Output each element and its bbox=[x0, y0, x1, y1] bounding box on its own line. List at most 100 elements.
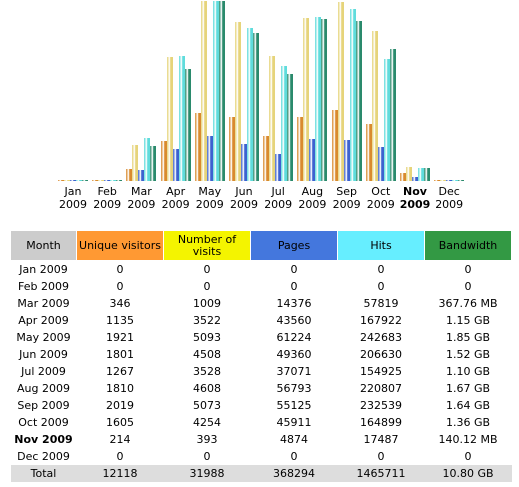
value-cell: 1.64 GB bbox=[445, 399, 491, 412]
value-cell: 242683 bbox=[360, 331, 402, 344]
bar bbox=[160, 140, 167, 181]
table-row: Oct 2009 1605 4254 45911 164899 1.36 GB bbox=[11, 414, 512, 431]
value-cell: 2019 bbox=[106, 399, 134, 412]
bar bbox=[275, 153, 282, 181]
bar bbox=[218, 1, 225, 181]
value-cell: 1801 bbox=[106, 348, 134, 361]
table-row: Jan 2009 0 0 0 0 0 bbox=[11, 261, 512, 279]
x-tick-label: Jan 2009 bbox=[59, 185, 87, 211]
bar bbox=[116, 180, 123, 181]
bar bbox=[178, 56, 185, 181]
bar bbox=[92, 180, 99, 181]
value-cell: 1.36 GB bbox=[445, 416, 491, 429]
total-cell: 368294 bbox=[250, 465, 338, 482]
value-cell: 1009 bbox=[193, 297, 221, 310]
month-cell: Apr 2009 bbox=[18, 314, 69, 327]
value-cell: 45911 bbox=[276, 416, 312, 429]
value-cell: 1.67 GB bbox=[445, 382, 491, 395]
bar bbox=[247, 27, 253, 181]
value-cell: 14376 bbox=[276, 297, 312, 310]
value-cell: 0 bbox=[116, 280, 124, 293]
value-cell: 1.10 GB bbox=[445, 365, 491, 378]
x-tick-label: Sep 2009 bbox=[332, 185, 361, 211]
value-cell: 17487 bbox=[363, 433, 399, 446]
table-row: Jul 2009 1267 3528 37071 154925 1.10 GB bbox=[11, 363, 512, 380]
bar bbox=[206, 135, 213, 181]
bar bbox=[412, 177, 418, 181]
value-cell: 232539 bbox=[360, 399, 402, 412]
chart: Jan 2009 Feb 2009 Mar 2009 Apr 2009 May 2009… bbox=[0, 0, 519, 220]
x-tick-label: Jun 2009 bbox=[230, 185, 258, 211]
value-cell: 1.15 GB bbox=[445, 314, 491, 327]
column-header: Unique visitors bbox=[76, 230, 164, 261]
value-cell: 0 bbox=[116, 450, 124, 463]
value-cell: 346 bbox=[109, 297, 131, 310]
value-cell: 0 bbox=[464, 280, 472, 293]
value-cell: 1921 bbox=[106, 331, 134, 344]
bar bbox=[138, 170, 145, 181]
x-tick-label: Dec 2009 bbox=[435, 185, 464, 211]
value-cell: 0 bbox=[377, 450, 385, 463]
table-row: Mar 2009 346 1009 14376 57819 367.76 MB bbox=[11, 295, 512, 312]
bar bbox=[82, 180, 88, 181]
bar bbox=[126, 168, 133, 181]
bar bbox=[355, 21, 362, 181]
month-header: Month bbox=[10, 230, 77, 261]
value-cell: 220807 bbox=[360, 382, 402, 395]
value-cell: 1135 bbox=[106, 314, 134, 327]
value-cell: 57819 bbox=[363, 297, 399, 310]
value-cell: 4254 bbox=[193, 416, 221, 429]
bar bbox=[287, 73, 294, 181]
table-row: Feb 2009 0 0 0 0 0 bbox=[11, 278, 512, 295]
bar bbox=[349, 8, 356, 181]
table-row: May 2009 1921 5093 61224 242683 1.85 GB bbox=[11, 329, 512, 346]
bar bbox=[303, 18, 310, 181]
bar bbox=[110, 180, 117, 181]
table-row: Apr 2009 1135 3522 43560 167922 1.15 GB bbox=[11, 312, 512, 329]
bar bbox=[377, 146, 384, 181]
bar bbox=[241, 144, 247, 181]
value-cell: 167922 bbox=[360, 314, 402, 327]
table-row: Sep 2009 2019 5073 55125 232539 1.64 GB bbox=[11, 397, 512, 414]
bar bbox=[365, 124, 372, 181]
bar bbox=[406, 167, 412, 181]
table-row: Nov 2009 214 393 4874 17487 140.12 MB bbox=[11, 431, 512, 448]
bar bbox=[281, 66, 288, 181]
bar bbox=[424, 167, 430, 181]
bar bbox=[309, 138, 316, 181]
value-cell: 0 bbox=[203, 450, 211, 463]
value-cell: 1.85 GB bbox=[445, 331, 491, 344]
bar bbox=[166, 56, 173, 181]
bar bbox=[418, 168, 424, 181]
month-cell: Jan 2009 bbox=[19, 263, 68, 276]
bar bbox=[184, 69, 191, 181]
month-cell: Mar 2009 bbox=[17, 297, 70, 310]
table-row: Dec 2009 0 0 0 0 0 bbox=[11, 448, 512, 465]
bar bbox=[446, 180, 453, 181]
value-cell: 5093 bbox=[193, 331, 221, 344]
value-cell: 154925 bbox=[360, 365, 402, 378]
value-cell: 3528 bbox=[193, 365, 221, 378]
value-cell: 3522 bbox=[193, 314, 221, 327]
header-row: Month Unique visitors Number of visits Pag… bbox=[10, 230, 512, 261]
value-cell: 0 bbox=[464, 450, 472, 463]
value-cell: 0 bbox=[290, 450, 298, 463]
bar bbox=[269, 56, 276, 181]
column-header: Hits bbox=[337, 230, 425, 261]
stats-table: Month Unique visitors Number of visits Pag… bbox=[10, 230, 512, 482]
value-cell: 206630 bbox=[360, 348, 402, 361]
bar bbox=[458, 180, 465, 181]
x-tick-label: Jul 2009 bbox=[264, 185, 293, 211]
column-header: Bandwidth bbox=[424, 230, 512, 261]
total-cell: 31988 bbox=[163, 465, 251, 482]
bar bbox=[297, 117, 304, 181]
bar bbox=[315, 17, 322, 181]
bar bbox=[452, 180, 459, 181]
bar bbox=[321, 18, 328, 181]
bar bbox=[229, 117, 235, 181]
value-cell: 61224 bbox=[276, 331, 312, 344]
total-cell: 1465711 bbox=[337, 465, 425, 482]
month-cell: Dec 2009 bbox=[17, 450, 70, 463]
value-cell: 49360 bbox=[276, 348, 312, 361]
